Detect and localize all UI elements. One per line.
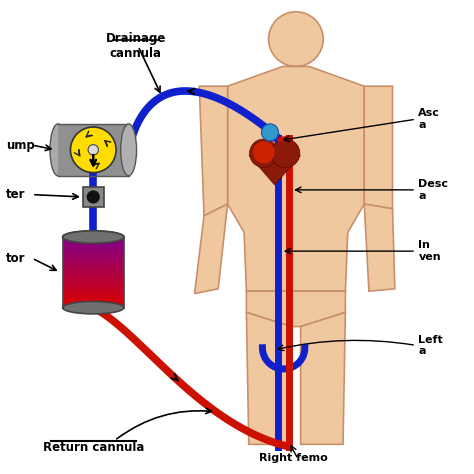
Ellipse shape (63, 301, 124, 314)
Bar (83, 187, 104, 207)
Polygon shape (249, 155, 301, 185)
Ellipse shape (63, 231, 124, 243)
Text: Right femo: Right femo (259, 453, 328, 463)
Bar (63, 242, 124, 244)
Bar (63, 258, 124, 261)
Polygon shape (246, 291, 346, 327)
Ellipse shape (121, 124, 137, 176)
Polygon shape (195, 204, 228, 293)
Polygon shape (199, 86, 228, 216)
Bar (63, 282, 124, 284)
Text: In
ven: In ven (419, 240, 441, 262)
Bar (63, 279, 124, 282)
Polygon shape (301, 312, 346, 444)
Bar (63, 275, 124, 277)
Circle shape (269, 12, 323, 66)
Polygon shape (364, 204, 395, 291)
Bar (63, 244, 124, 246)
Ellipse shape (63, 231, 124, 243)
Bar (63, 265, 124, 268)
Circle shape (88, 145, 99, 155)
Bar (63, 293, 124, 296)
Text: Left
a: Left a (419, 335, 443, 356)
Circle shape (262, 124, 278, 141)
Bar (63, 237, 124, 239)
Text: Return cannula: Return cannula (43, 440, 144, 454)
Circle shape (87, 191, 100, 203)
Bar (63, 305, 124, 308)
Bar (63, 298, 124, 301)
Bar (63, 270, 124, 273)
Bar (63, 263, 124, 265)
Text: ter: ter (6, 188, 26, 201)
Ellipse shape (50, 124, 66, 176)
Polygon shape (228, 66, 364, 291)
Circle shape (250, 139, 278, 168)
Text: ump: ump (6, 138, 35, 152)
Bar (63, 273, 124, 275)
Bar (63, 277, 124, 279)
Text: Desc
a: Desc a (419, 179, 448, 201)
Polygon shape (364, 86, 392, 209)
Bar (63, 249, 124, 251)
Bar (63, 246, 124, 249)
Bar (63, 254, 124, 256)
Bar (63, 239, 124, 242)
Bar (63, 268, 124, 270)
Text: tor: tor (6, 252, 26, 264)
Bar (63, 303, 124, 305)
Bar (63, 251, 124, 254)
Bar (63, 296, 124, 298)
Circle shape (71, 127, 116, 173)
Bar (63, 286, 124, 289)
Bar (63, 289, 124, 291)
Text: Asc
a: Asc a (419, 109, 440, 130)
Polygon shape (246, 312, 291, 444)
Polygon shape (283, 66, 309, 77)
Bar (63, 284, 124, 286)
Bar (63, 256, 124, 258)
Bar (58, 124, 128, 176)
Bar (63, 301, 124, 303)
Circle shape (271, 139, 300, 168)
Bar (63, 261, 124, 263)
Bar (63, 291, 124, 293)
Text: Drainage
cannula: Drainage cannula (106, 32, 166, 60)
Circle shape (253, 141, 275, 163)
